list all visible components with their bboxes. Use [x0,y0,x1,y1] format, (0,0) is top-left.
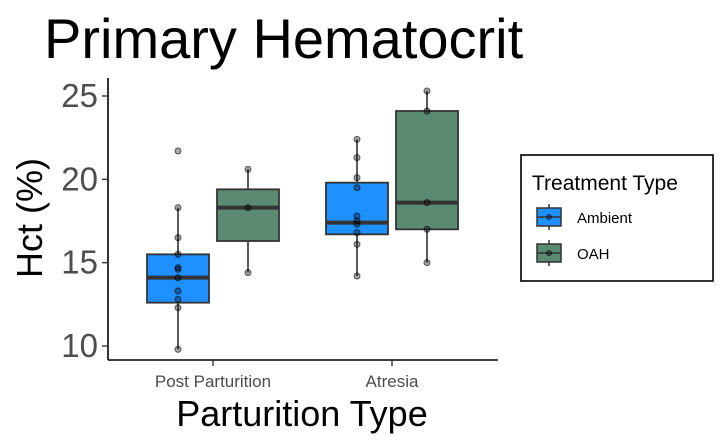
data-point [174,204,182,212]
legend-key-point [546,250,552,256]
legend-key-point [546,214,552,220]
x-tick-label: Atresia [366,372,419,391]
data-point [174,295,182,303]
y-tick-label: 10 [61,327,98,364]
data-point [174,250,182,258]
box-oah-1 [395,87,459,267]
data-point [244,204,252,212]
data-point [244,165,252,173]
box-ambient-0 [146,147,210,353]
plot-area: 10 15 20 25 Post Parturition Atresia [61,77,498,391]
data-point [174,287,182,295]
data-point [423,107,431,115]
data-point [423,225,431,233]
data-point [244,269,252,277]
box-ambient-1 [325,135,389,280]
data-point [353,272,361,280]
data-point [353,220,361,228]
y-tick-label: 20 [61,160,98,197]
data-point [353,212,361,220]
x-tick-label: Post Parturition [155,372,271,391]
data-point [353,229,361,237]
chart-title: Primary Hematocrit [44,7,524,70]
data-point [353,184,361,192]
data-point [353,154,361,162]
legend: Treatment Type Ambient OAH [520,154,714,282]
y-axis-title: Hct (%) [9,158,50,278]
data-point [174,274,182,282]
y-tick-label: 15 [61,244,98,281]
data-point [353,240,361,248]
data-point [353,174,361,182]
data-point [174,147,182,155]
box-iqr [216,188,280,242]
legend-label: Ambient [577,210,633,227]
legend-entry-oah: OAH [536,240,610,266]
y-tick-label: 25 [61,77,98,114]
data-point [174,234,182,242]
legend-entry-ambient: Ambient [536,204,633,230]
box-iqr [325,181,389,236]
data-point [174,345,182,353]
box-iqr [395,110,459,231]
data-point [174,265,182,273]
box-oah-0 [216,165,280,277]
data-point [353,135,361,143]
x-axis-title: Parturition Type [176,393,427,434]
data-point [423,87,431,95]
legend-title: Treatment Type [532,172,678,195]
data-point [174,304,182,312]
data-point [423,199,431,207]
legend-label: OAH [577,246,610,263]
data-point [423,259,431,267]
